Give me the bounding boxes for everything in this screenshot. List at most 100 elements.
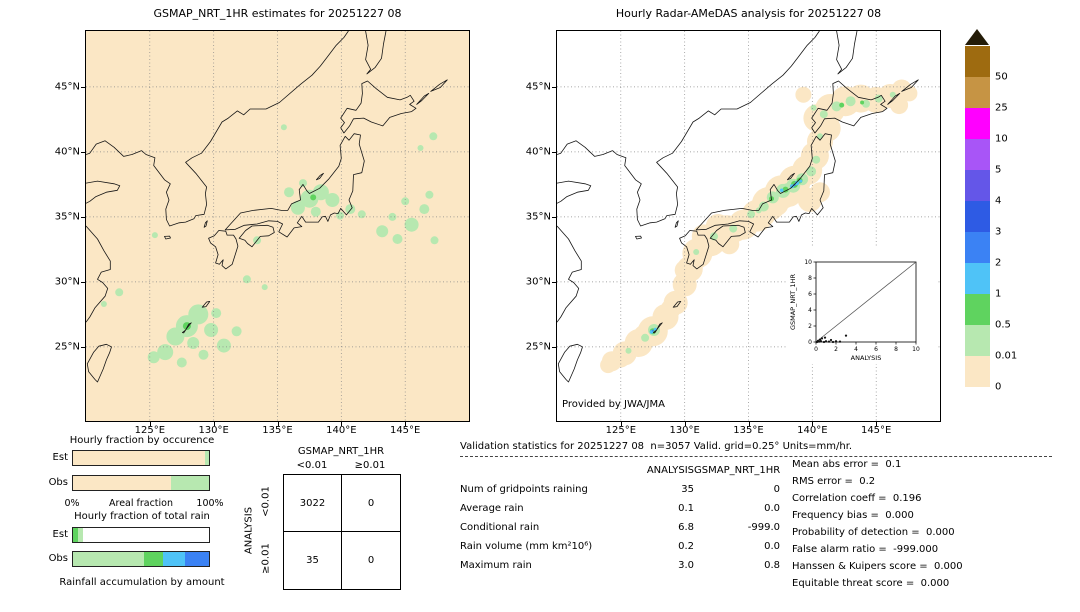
x-tick-mark bbox=[620, 422, 622, 426]
coastline bbox=[164, 235, 171, 240]
stats-row: Maximum rain 3.0 0.8 bbox=[460, 556, 780, 575]
scatter-point bbox=[834, 340, 838, 343]
stat-metric: Mean abs error = 0.1 bbox=[792, 459, 902, 470]
y-tick-label: 45°N bbox=[54, 81, 80, 93]
totalrain-row-label: Obs bbox=[48, 553, 68, 564]
precip-blob bbox=[310, 194, 317, 201]
precip-blob bbox=[845, 96, 856, 107]
y-tick-label: 35°N bbox=[54, 211, 80, 223]
stats-value-analysis: 35 bbox=[681, 484, 694, 495]
coastline bbox=[557, 140, 613, 157]
y-tick-mark bbox=[552, 346, 556, 348]
colorbar-label: 50 bbox=[995, 71, 1008, 83]
precip-blob bbox=[429, 132, 438, 141]
x-tick-label: 130°E bbox=[198, 425, 229, 436]
stats-title: Validation statistics for 20251227 08 n=… bbox=[460, 441, 853, 452]
scatter-point bbox=[844, 334, 848, 337]
y-tick-mark bbox=[552, 216, 556, 218]
contingency-cell-hit-none: 3022 bbox=[284, 475, 342, 532]
coastline bbox=[679, 230, 710, 270]
stats-value-gsmap: 0 bbox=[773, 484, 780, 495]
totalrain-row-label: Est bbox=[52, 529, 68, 540]
colorbar-label: 3 bbox=[995, 226, 1002, 238]
coastline bbox=[557, 225, 582, 323]
colorbar-cell bbox=[965, 232, 990, 263]
y-tick-label: 30°N bbox=[54, 276, 80, 288]
scatter-point bbox=[827, 340, 831, 343]
precip-blob bbox=[782, 186, 789, 193]
y-tick-mark bbox=[81, 346, 85, 348]
precip-blob bbox=[299, 179, 307, 188]
x-tick-mark bbox=[213, 422, 215, 426]
stats-metrics: Mean abs error = 0.1 RMS error = 0.2 Corre… bbox=[792, 459, 963, 595]
stats-value-analysis: 3.0 bbox=[678, 560, 694, 571]
occurrence-axis-max: 100% bbox=[196, 498, 224, 509]
precip-blob bbox=[231, 326, 242, 337]
precip-blob bbox=[810, 182, 830, 203]
inset-ylabel: GSMAP_NRT_1HR bbox=[789, 273, 797, 330]
x-tick-label: 125°E bbox=[605, 425, 637, 436]
coastline bbox=[557, 180, 592, 204]
precip-blob bbox=[693, 249, 700, 255]
coastline bbox=[86, 343, 112, 383]
x-tick-mark bbox=[748, 422, 750, 426]
coastline bbox=[365, 31, 387, 75]
inset-diagonal bbox=[815, 261, 917, 343]
bar-segment bbox=[143, 552, 163, 566]
contingency-row-label: ≥0.01 bbox=[260, 543, 272, 574]
precip-blob bbox=[663, 290, 688, 315]
coastline bbox=[182, 322, 192, 334]
scatter-point bbox=[831, 340, 835, 344]
stats-value-gsmap: 0.0 bbox=[764, 541, 780, 552]
precip-blob bbox=[242, 275, 251, 284]
precip-blob bbox=[799, 179, 803, 183]
right-map-title: Hourly Radar-AMeDAS analysis for 2025122… bbox=[615, 7, 882, 20]
y-tick-label: 35°N bbox=[525, 211, 551, 223]
map-credit: Provided by JWA/JMA bbox=[562, 399, 665, 410]
coastline bbox=[635, 235, 642, 240]
precip-blob bbox=[388, 212, 397, 221]
precip-blob bbox=[336, 211, 345, 220]
coastline bbox=[811, 80, 888, 134]
coastline bbox=[612, 31, 820, 227]
stats-row-label: Rain volume (mm km²10⁶) bbox=[460, 541, 593, 552]
precip-blob bbox=[290, 200, 305, 215]
totalrain-chart-caption: Rainfall accumulation by amount bbox=[59, 577, 225, 588]
colorbar-label: 25 bbox=[995, 102, 1008, 114]
precip-blob bbox=[425, 190, 434, 199]
x-tick-mark bbox=[876, 422, 878, 426]
stats-row-label: Conditional rain bbox=[460, 522, 540, 533]
scatter-inset: 0 0 2 2 4 4 6 6 8 8 10 10 ANALYSIS GSMAP_NRT_1HR bbox=[786, 246, 938, 368]
occurrence-bar-est bbox=[72, 450, 210, 466]
inset-x-tick-label: 4 bbox=[854, 346, 858, 353]
colorbar-label: 4 bbox=[995, 195, 1002, 207]
stats-value-gsmap: 0.8 bbox=[764, 560, 780, 571]
inset-y-tick-label: 4 bbox=[808, 307, 812, 314]
precip-blob bbox=[779, 188, 784, 193]
precip-blob bbox=[417, 145, 424, 151]
precip-blob bbox=[404, 217, 419, 232]
colorbar-overflow-triangle bbox=[965, 29, 989, 45]
colorbar-cell bbox=[965, 108, 990, 139]
stats-row: Conditional rain 6.8 -999.0 bbox=[460, 518, 780, 537]
precip-blob bbox=[890, 96, 909, 115]
x-tick-mark bbox=[812, 422, 814, 426]
coastline bbox=[416, 93, 430, 105]
bar-segment bbox=[73, 476, 171, 490]
stats-value-gsmap: -999.0 bbox=[747, 522, 780, 533]
precip-blob bbox=[831, 101, 842, 112]
x-tick-label: 130°E bbox=[669, 425, 700, 436]
x-tick-label: 145°E bbox=[389, 425, 421, 436]
y-tick-mark bbox=[552, 86, 556, 88]
precip-blob bbox=[345, 204, 356, 215]
coastline bbox=[340, 80, 417, 134]
precip-blob bbox=[889, 91, 896, 98]
precip-blob bbox=[795, 86, 812, 103]
precip-blob bbox=[211, 308, 222, 319]
colorbar-cell bbox=[965, 77, 990, 108]
stats-value-analysis: 0.1 bbox=[678, 503, 694, 514]
inset-x-tick-label: 2 bbox=[834, 346, 838, 353]
occurrence-chart-title: Hourly fraction by occurence bbox=[69, 435, 215, 446]
stat-metric: Equitable threat score = 0.000 bbox=[792, 578, 950, 589]
